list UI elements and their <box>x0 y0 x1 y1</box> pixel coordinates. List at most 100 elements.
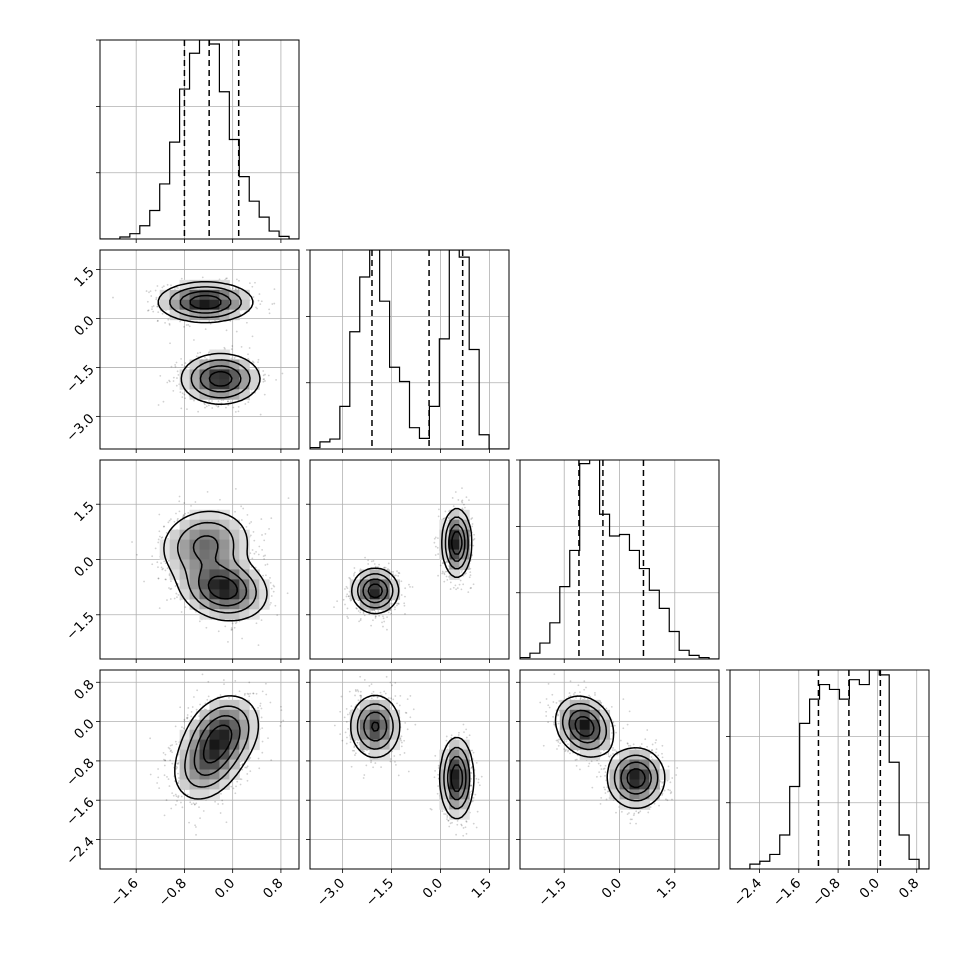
scatter-point <box>184 362 187 364</box>
scatter-point <box>404 612 406 615</box>
scatter-point <box>166 599 168 601</box>
scatter-point <box>473 537 476 540</box>
scatter-point <box>444 510 447 513</box>
scatter-point <box>443 517 445 520</box>
scatter-point <box>176 377 178 379</box>
density-cell <box>189 549 200 560</box>
scatter-point <box>433 537 436 540</box>
scatter-point <box>451 497 454 499</box>
scatter-point <box>168 380 171 383</box>
scatter-point <box>273 585 276 588</box>
scatter-point <box>175 512 177 515</box>
scatter-point <box>227 400 229 403</box>
scatter-point <box>264 380 266 382</box>
scatter-point <box>353 573 355 575</box>
scatter-point <box>446 578 449 581</box>
density-cell <box>199 359 210 370</box>
scatter-point <box>246 513 249 516</box>
density-cell <box>189 509 200 521</box>
scatter-point <box>170 587 173 590</box>
scatter-point <box>156 305 159 308</box>
scatter-point <box>168 587 170 589</box>
density-cell <box>199 299 210 311</box>
scatter-point <box>159 535 161 538</box>
scatter-point <box>252 531 255 533</box>
scatter-point <box>462 583 465 586</box>
density-cell <box>159 299 171 311</box>
scatter-point <box>257 358 260 361</box>
scatter-point <box>239 527 242 529</box>
scatter-point <box>135 553 138 556</box>
scatter-point <box>172 380 175 382</box>
hist-panel-1 <box>306 249 510 453</box>
scatter-point <box>146 300 149 303</box>
scatter-point <box>441 572 444 575</box>
scatter-point <box>461 507 464 510</box>
scatter-point <box>249 552 252 555</box>
scatter-point <box>162 525 165 528</box>
scatter-point <box>262 378 265 381</box>
scatter-point <box>173 520 176 523</box>
scatter-point <box>112 296 114 299</box>
scatter-point <box>374 615 377 618</box>
scatter-point <box>464 506 466 509</box>
scatter-point <box>333 606 335 609</box>
scatter-point <box>131 541 133 543</box>
scatter-point <box>181 396 184 399</box>
density-cell <box>219 559 230 570</box>
scatter-point <box>183 502 186 504</box>
scatter-point <box>162 285 165 288</box>
scatter-point <box>208 320 211 323</box>
scatter-point <box>234 510 236 513</box>
scatter-point <box>336 600 339 603</box>
scatter-point <box>248 522 251 525</box>
density-cell <box>239 539 250 551</box>
scatter-point <box>182 516 184 518</box>
scatter-point <box>403 602 406 605</box>
scatter-point <box>155 296 158 299</box>
scatter-point <box>177 374 180 376</box>
density-cell <box>169 529 181 541</box>
scatter-point <box>348 576 351 579</box>
scatter-point <box>263 558 266 560</box>
density-cell <box>239 529 250 541</box>
density-cell <box>219 519 230 531</box>
scatter-point <box>166 567 169 570</box>
scatter-point <box>195 610 197 613</box>
scatter-point <box>165 578 167 581</box>
scatter-point <box>169 342 171 345</box>
scatter-point <box>164 569 167 572</box>
scatter-point <box>151 305 154 308</box>
scatter-point <box>469 574 472 577</box>
scatter-point <box>175 361 178 364</box>
scatter-point <box>374 611 377 614</box>
scatter-point <box>359 611 362 614</box>
scatter-point <box>225 329 228 332</box>
density-cell <box>199 569 210 580</box>
scatter-point <box>224 625 227 628</box>
hist-frame-0 <box>99 39 300 240</box>
scatter-point <box>168 519 171 522</box>
scatter-point <box>359 619 362 622</box>
scatter-point <box>471 525 474 528</box>
scatter-point <box>447 516 450 519</box>
scatter-point <box>472 544 475 547</box>
scatter-point <box>231 628 233 631</box>
scatter-point <box>163 525 165 528</box>
density-panel-0-1 <box>96 249 300 453</box>
scatter-point <box>469 587 472 590</box>
scatter-point <box>251 549 254 551</box>
scatter-point <box>158 513 161 516</box>
scatter-point <box>263 539 266 542</box>
density-cell <box>229 299 240 311</box>
density-cell <box>199 309 210 321</box>
scatter-point <box>261 548 264 551</box>
scatter-point <box>437 553 440 555</box>
scatter-point <box>175 592 178 595</box>
scatter-point <box>272 590 275 593</box>
scatter-point <box>158 530 161 533</box>
scatter-point <box>345 595 348 598</box>
scatter-point <box>368 610 371 612</box>
density-cell <box>199 369 210 380</box>
scatter-point <box>237 405 240 408</box>
